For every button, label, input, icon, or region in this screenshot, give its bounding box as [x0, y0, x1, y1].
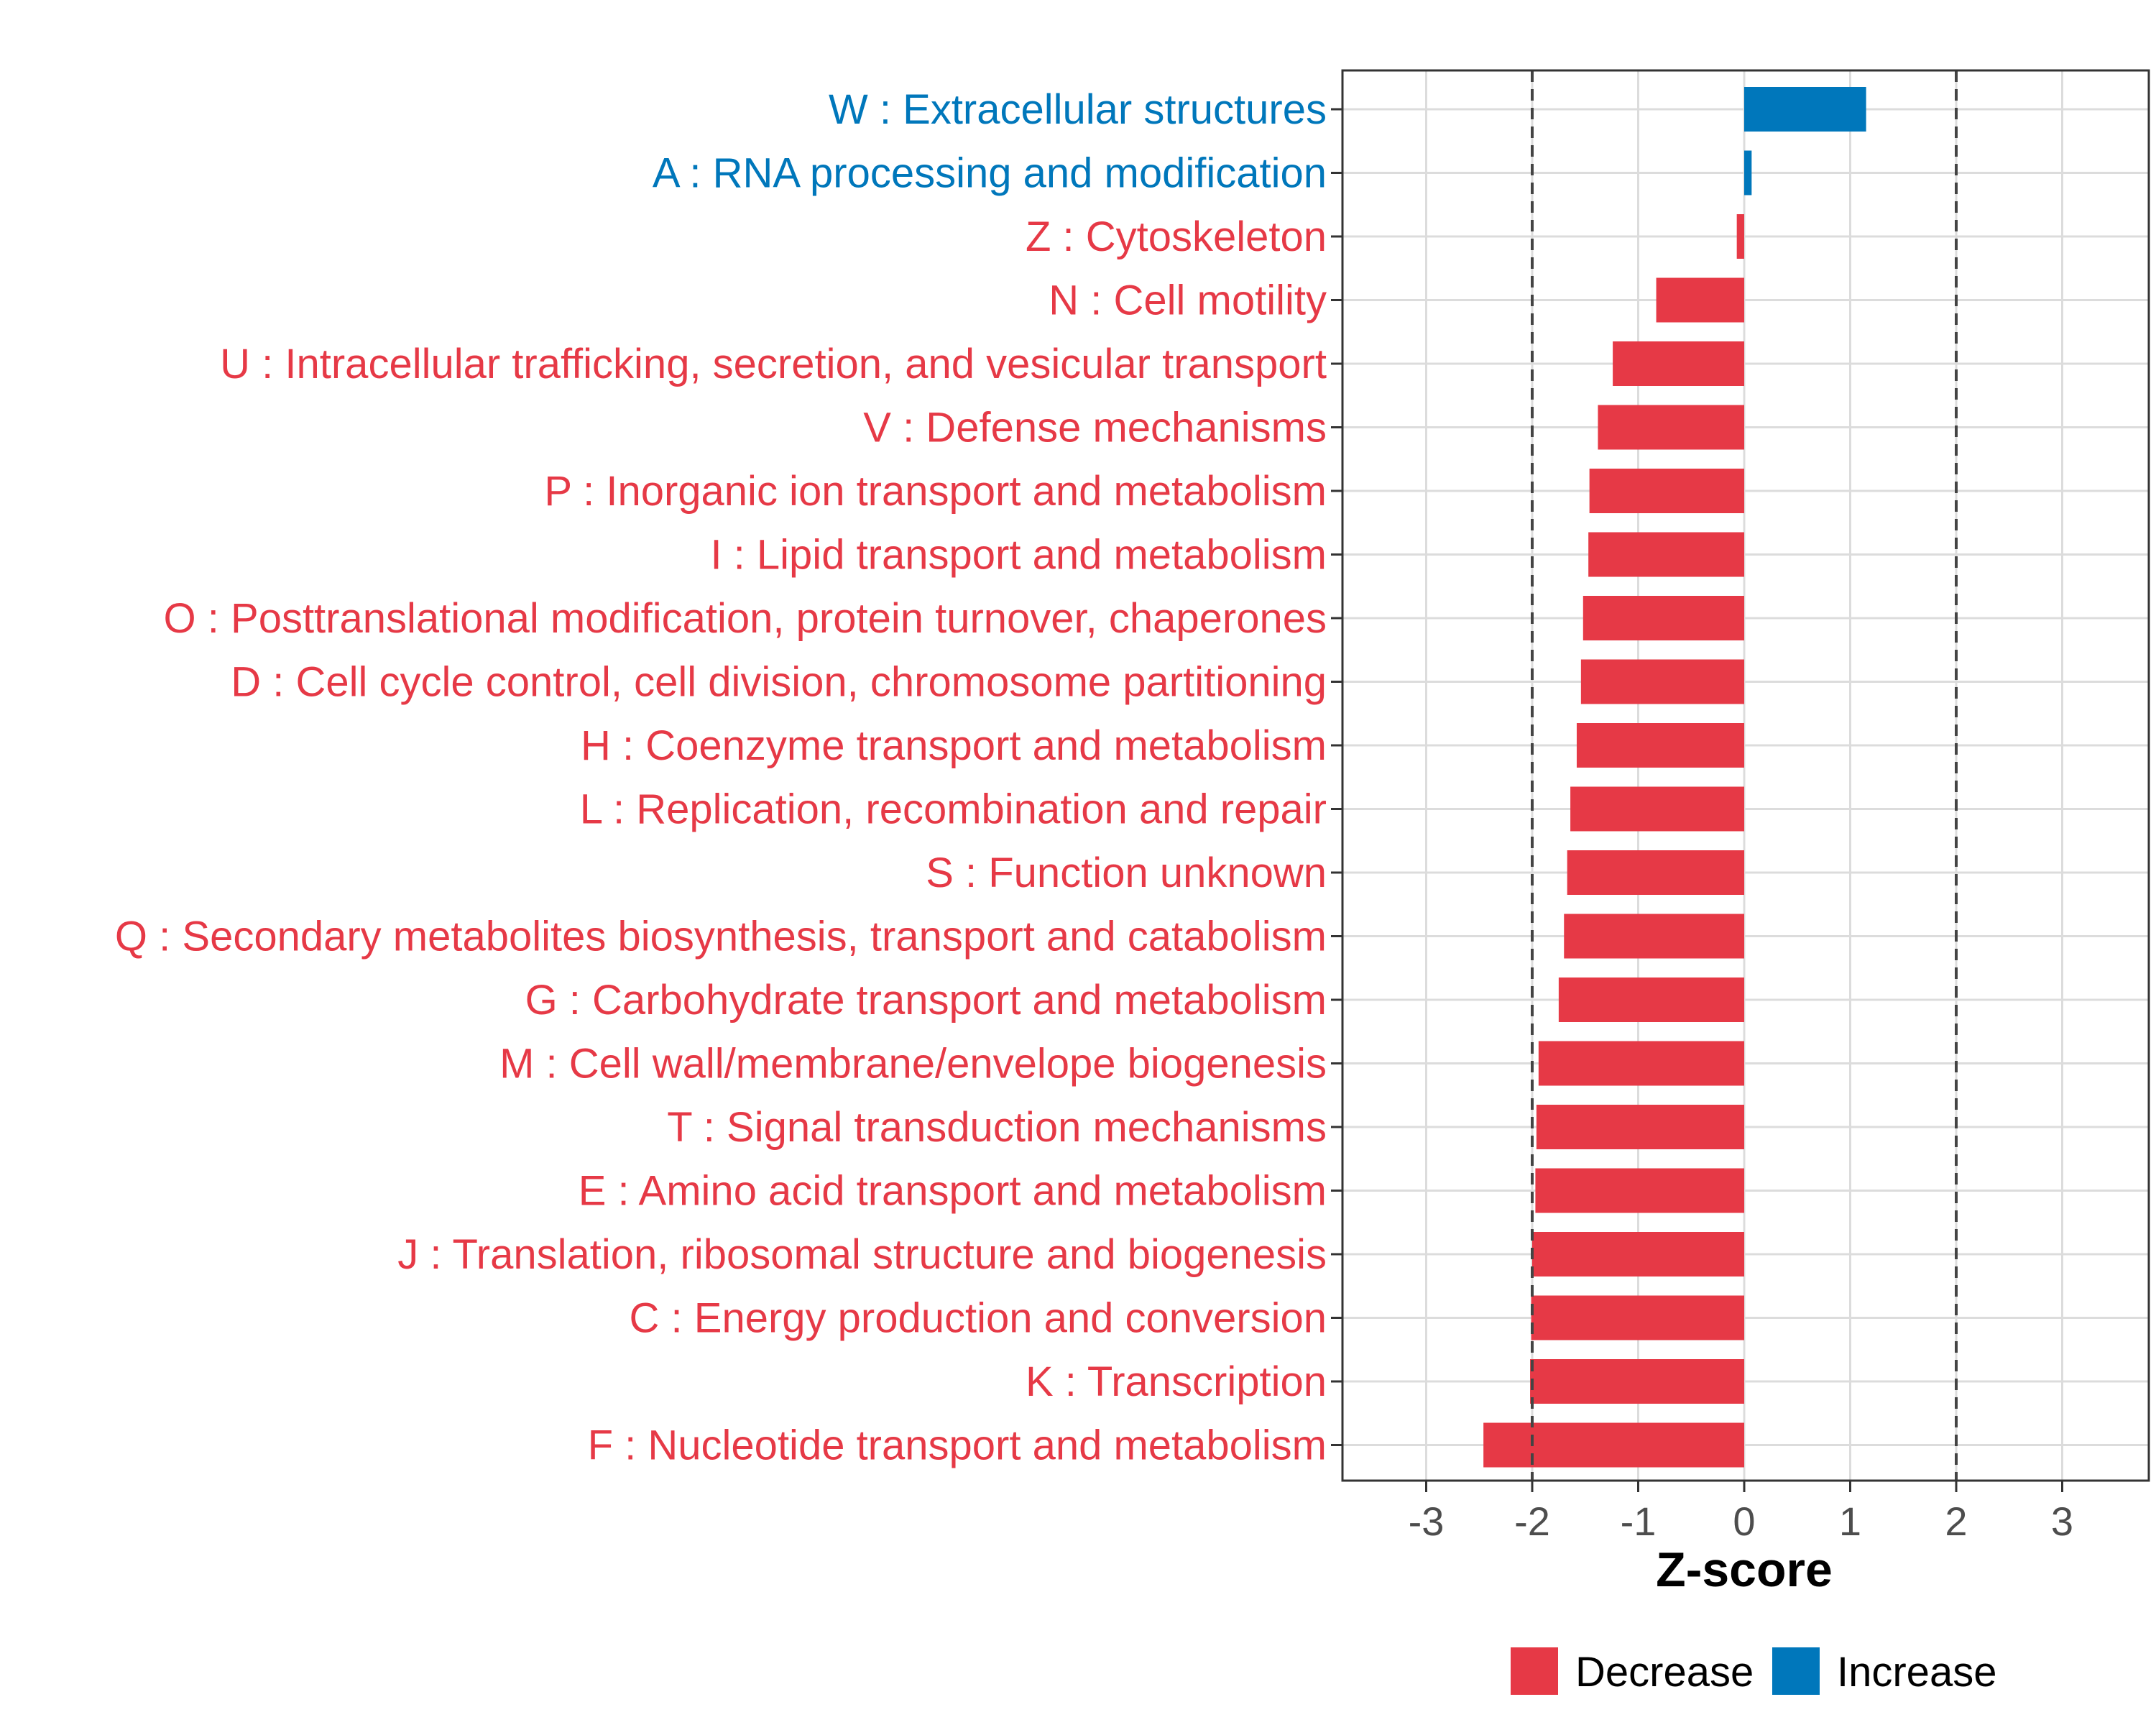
x-tick-label: 3 — [2051, 1499, 2073, 1544]
bars — [1483, 87, 1866, 1468]
panel-border — [1341, 69, 2150, 1482]
category-label: C : Energy production and conversion — [630, 1295, 1327, 1342]
legend: Decrease Increase — [1511, 1647, 1996, 1696]
category-label: T : Signal transduction mechanisms — [667, 1104, 1327, 1151]
bar — [1532, 1232, 1744, 1276]
bar — [1736, 214, 1744, 259]
legend-label: Increase — [1837, 1649, 1996, 1696]
category-label: Q : Secondary metabolites biosynthesis, … — [115, 914, 1327, 960]
bar — [1530, 1359, 1744, 1404]
category-label: J : Translation, ribosomal structure and… — [397, 1231, 1327, 1278]
bar — [1483, 1422, 1744, 1468]
category-label: O : Posttranslational modification, prot… — [164, 595, 1327, 642]
category-label: E : Amino acid transport and metabolism — [579, 1168, 1327, 1215]
category-label: W : Extracellular structures — [829, 86, 1327, 133]
bar — [1567, 850, 1744, 895]
bar — [1744, 87, 1866, 132]
legend-swatch — [1511, 1647, 1558, 1695]
category-label: S : Function unknown — [926, 850, 1327, 896]
bar — [1588, 532, 1744, 577]
bar — [1589, 469, 1744, 513]
bar — [1558, 978, 1744, 1022]
category-label: D : Cell cycle control, cell division, c… — [231, 659, 1327, 706]
bar — [1531, 1295, 1744, 1340]
bar — [1576, 723, 1744, 768]
bar — [1744, 150, 1752, 196]
category-label: U : Intracellular trafficking, secretion… — [220, 341, 1327, 387]
bar — [1538, 1041, 1744, 1086]
bar — [1570, 786, 1744, 832]
category-label: L : Replication, recombination and repai… — [580, 786, 1327, 833]
category-label: I : Lipid transport and metabolism — [710, 532, 1327, 579]
category-label: K : Transcription — [1026, 1358, 1327, 1405]
x-tick-label: 0 — [1733, 1499, 1755, 1544]
category-label: F : Nucleotide transport and metabolism — [588, 1422, 1327, 1469]
bar — [1598, 405, 1744, 450]
category-labels: W : Extracellular structures A : RNA proc… — [115, 86, 1342, 1469]
x-tick-label: 1 — [1839, 1499, 1861, 1544]
grid-lines — [1342, 70, 2149, 1481]
bar — [1583, 596, 1744, 640]
bar — [1564, 914, 1744, 959]
x-tick-label: 2 — [1945, 1499, 1967, 1544]
bar — [1535, 1168, 1744, 1213]
x-axis-ticks: -3 -2 -1 0 1 2 3 — [1409, 1481, 2073, 1544]
category-label: Z : Cytoskeleton — [1026, 213, 1327, 260]
reference-lines — [1531, 70, 1958, 1481]
legend-swatch — [1772, 1647, 1820, 1695]
bar — [1536, 1105, 1744, 1149]
bar — [1580, 659, 1744, 704]
category-label: G : Carbohydrate transport and metabolis… — [525, 977, 1327, 1024]
category-label: V : Defense mechanisms — [863, 405, 1327, 451]
category-label: H : Coenzyme transport and metabolism — [581, 722, 1327, 769]
x-axis-title: Z-score — [1656, 1542, 1833, 1597]
x-tick-label: -3 — [1409, 1499, 1445, 1544]
bar — [1656, 277, 1744, 323]
bar — [1613, 341, 1744, 386]
category-label: M : Cell wall/membrane/envelope biogenes… — [499, 1041, 1327, 1087]
category-label: P : Inorganic ion transport and metaboli… — [544, 468, 1327, 515]
legend-label: Decrease — [1575, 1649, 1754, 1696]
category-label: A : RNA processing and modification — [653, 150, 1327, 197]
x-tick-label: -2 — [1514, 1499, 1550, 1544]
x-tick-label: -1 — [1621, 1499, 1657, 1544]
category-label: N : Cell motility — [1049, 277, 1327, 324]
